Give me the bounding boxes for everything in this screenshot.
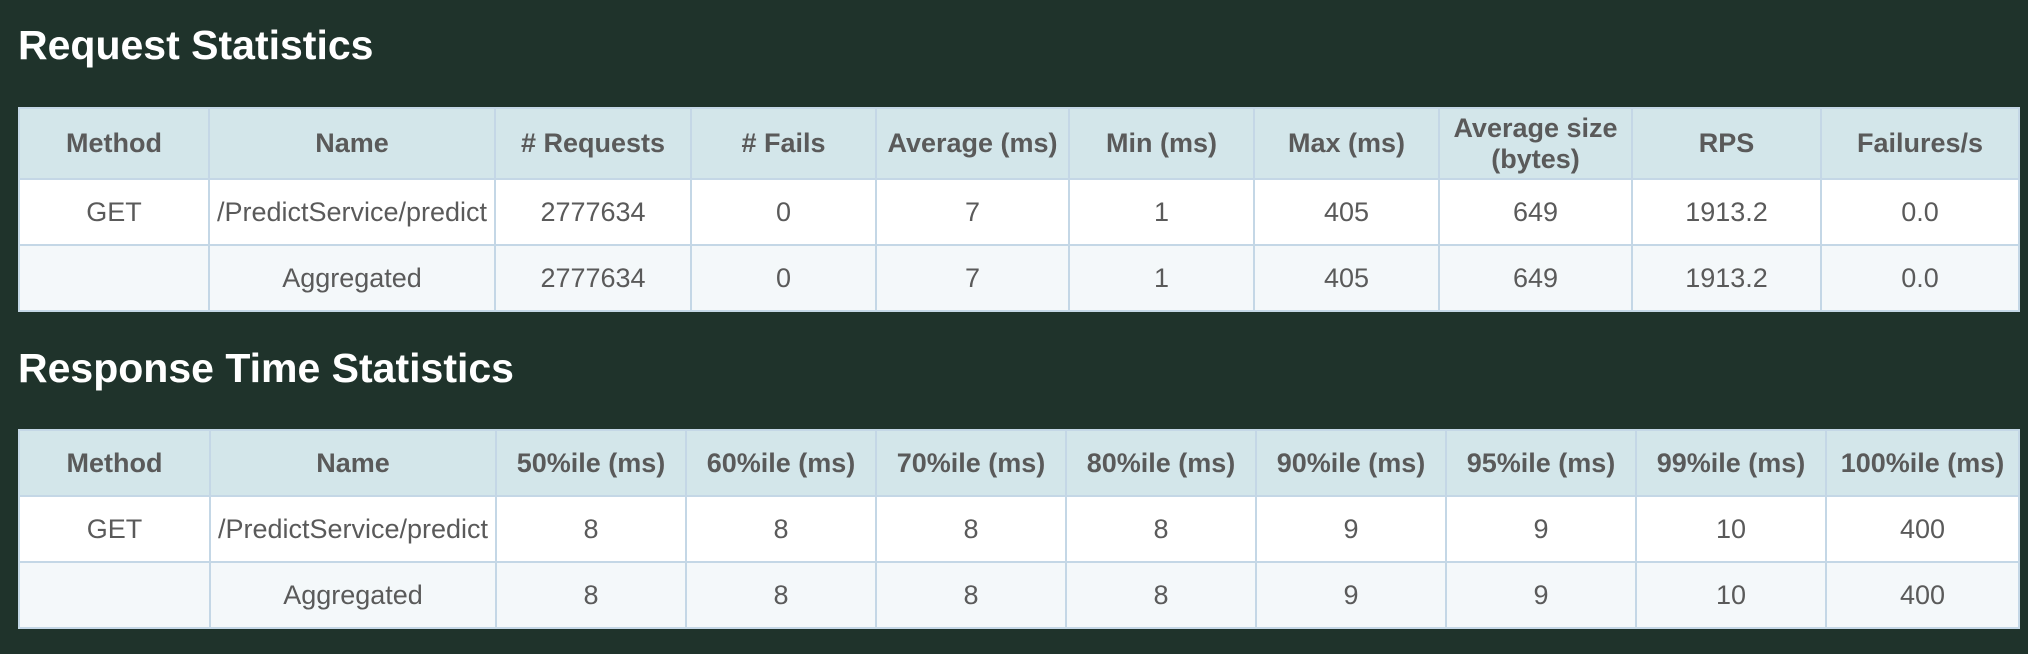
column-header-p100[interactable]: 100%ile (ms) [1825,429,2020,497]
cell-max: 405 [1253,244,1440,312]
cell-p60: 8 [685,561,877,629]
cell-p99: 10 [1635,561,1827,629]
column-header-fails[interactable]: # Fails [690,107,877,180]
cell-average-size: 649 [1438,178,1633,246]
cell-requests: 2777634 [494,244,692,312]
cell-name: /PredictService/predict [208,178,496,246]
column-header-rps[interactable]: RPS [1631,107,1822,180]
column-header-p50[interactable]: 50%ile (ms) [495,429,687,497]
column-header-failures-per-sec[interactable]: Failures/s [1820,107,2020,180]
cell-p70: 8 [875,495,1067,563]
cell-requests: 2777634 [494,178,692,246]
cell-p60: 8 [685,495,877,563]
column-header-name[interactable]: Name [209,429,497,497]
request-statistics-table: Method Name # Requests # Fails Average (… [18,107,2020,312]
cell-rps: 1913.2 [1631,244,1822,312]
column-header-p95[interactable]: 95%ile (ms) [1445,429,1637,497]
cell-failures-per-sec: 0.0 [1820,244,2020,312]
cell-p95: 9 [1445,561,1637,629]
column-header-p80[interactable]: 80%ile (ms) [1065,429,1257,497]
cell-average: 7 [875,244,1070,312]
table-row: GET /PredictService/predict 8 8 8 8 9 9 … [18,495,2020,563]
column-header-average[interactable]: Average (ms) [875,107,1070,180]
column-header-method[interactable]: Method [18,107,210,180]
cell-p90: 9 [1255,561,1447,629]
cell-max: 405 [1253,178,1440,246]
cell-p80: 8 [1065,561,1257,629]
column-header-p99[interactable]: 99%ile (ms) [1635,429,1827,497]
cell-name: Aggregated [208,244,496,312]
response-time-statistics-table: Method Name 50%ile (ms) 60%ile (ms) 70%i… [18,429,2020,629]
cell-min: 1 [1068,178,1255,246]
column-header-average-size[interactable]: Average size (bytes) [1438,107,1633,180]
cell-p99: 10 [1635,495,1827,563]
column-header-name[interactable]: Name [208,107,496,180]
cell-average-size: 649 [1438,244,1633,312]
cell-method [18,244,210,312]
cell-name: /PredictService/predict [209,495,497,563]
table-header-row: Method Name 50%ile (ms) 60%ile (ms) 70%i… [18,429,2020,497]
cell-method: GET [18,178,210,246]
cell-average: 7 [875,178,1070,246]
cell-fails: 0 [690,244,877,312]
cell-method: GET [18,495,211,563]
cell-p70: 8 [875,561,1067,629]
cell-p100: 400 [1825,495,2020,563]
column-header-min[interactable]: Min (ms) [1068,107,1255,180]
cell-p50: 8 [495,561,687,629]
column-header-max[interactable]: Max (ms) [1253,107,1440,180]
table-row-aggregated: Aggregated 8 8 8 8 9 9 10 400 [18,561,2020,629]
table-row: GET /PredictService/predict 2777634 0 7 … [18,178,2020,246]
cell-p95: 9 [1445,495,1637,563]
response-time-statistics-title: Response Time Statistics [18,345,514,391]
table-header-row: Method Name # Requests # Fails Average (… [18,107,2020,180]
cell-fails: 0 [690,178,877,246]
request-statistics-title: Request Statistics [18,22,374,68]
cell-p80: 8 [1065,495,1257,563]
cell-min: 1 [1068,244,1255,312]
cell-rps: 1913.2 [1631,178,1822,246]
cell-name: Aggregated [209,561,497,629]
cell-p50: 8 [495,495,687,563]
cell-failures-per-sec: 0.0 [1820,178,2020,246]
cell-p90: 9 [1255,495,1447,563]
column-header-p70[interactable]: 70%ile (ms) [875,429,1067,497]
column-header-method[interactable]: Method [18,429,211,497]
column-header-requests[interactable]: # Requests [494,107,692,180]
table-row-aggregated: Aggregated 2777634 0 7 1 405 649 1913.2 … [18,244,2020,312]
column-header-p90[interactable]: 90%ile (ms) [1255,429,1447,497]
column-header-p60[interactable]: 60%ile (ms) [685,429,877,497]
cell-p100: 400 [1825,561,2020,629]
cell-method [18,561,211,629]
